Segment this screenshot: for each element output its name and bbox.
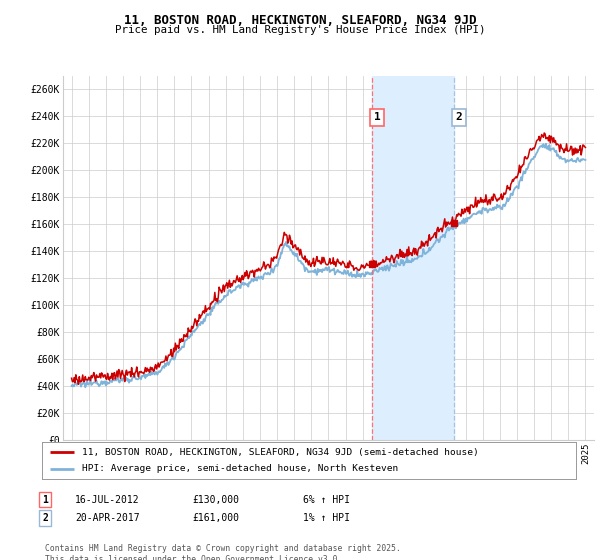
- Text: 16-JUL-2012: 16-JUL-2012: [75, 494, 140, 505]
- Text: 2: 2: [455, 113, 462, 123]
- Text: 2: 2: [42, 513, 48, 523]
- Text: 20-APR-2017: 20-APR-2017: [75, 513, 140, 523]
- Text: £161,000: £161,000: [192, 513, 239, 523]
- Text: 1% ↑ HPI: 1% ↑ HPI: [303, 513, 350, 523]
- Text: Price paid vs. HM Land Registry's House Price Index (HPI): Price paid vs. HM Land Registry's House …: [115, 25, 485, 35]
- Text: 11, BOSTON ROAD, HECKINGTON, SLEAFORD, NG34 9JD (semi-detached house): 11, BOSTON ROAD, HECKINGTON, SLEAFORD, N…: [82, 448, 479, 457]
- Text: 1: 1: [42, 494, 48, 505]
- Text: 6% ↑ HPI: 6% ↑ HPI: [303, 494, 350, 505]
- Text: 1: 1: [374, 113, 380, 123]
- Text: HPI: Average price, semi-detached house, North Kesteven: HPI: Average price, semi-detached house,…: [82, 464, 398, 473]
- Text: £130,000: £130,000: [192, 494, 239, 505]
- Bar: [372, 76, 454, 440]
- Text: Contains HM Land Registry data © Crown copyright and database right 2025.
This d: Contains HM Land Registry data © Crown c…: [45, 544, 401, 560]
- Text: 11, BOSTON ROAD, HECKINGTON, SLEAFORD, NG34 9JD: 11, BOSTON ROAD, HECKINGTON, SLEAFORD, N…: [124, 14, 476, 27]
